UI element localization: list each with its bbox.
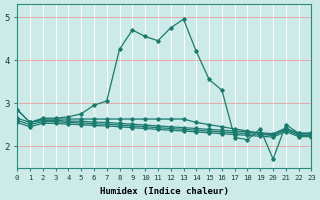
- X-axis label: Humidex (Indice chaleur): Humidex (Indice chaleur): [100, 187, 229, 196]
